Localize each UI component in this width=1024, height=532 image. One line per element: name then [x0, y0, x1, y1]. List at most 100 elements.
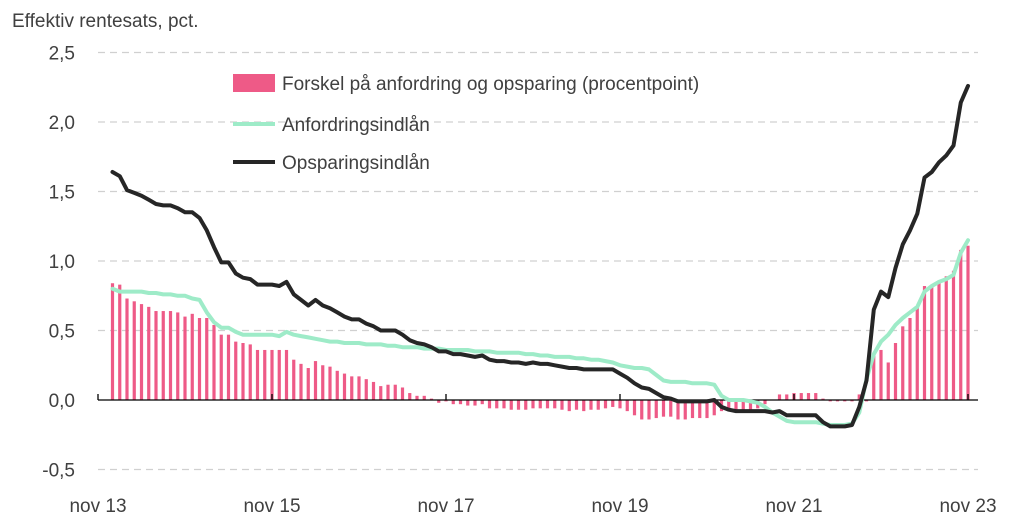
difference-bar [937, 280, 941, 400]
difference-bar [553, 400, 557, 409]
difference-bar [777, 394, 782, 400]
difference-bar [886, 362, 890, 400]
difference-bar [611, 400, 615, 407]
difference-bar [118, 284, 122, 400]
difference-bar [698, 400, 702, 419]
y-axis-tick-labels: -0,5 0,0 0,5 1,0 1,5 2,0 2,5 [42, 44, 75, 482]
difference-bar [908, 317, 912, 400]
x-tick-label: nov 13 [69, 496, 126, 517]
difference-bar [400, 387, 405, 400]
difference-bar [582, 400, 586, 412]
difference-bar [524, 400, 528, 410]
difference-bar [857, 394, 861, 400]
difference-bar [922, 286, 927, 400]
difference-bar [205, 317, 209, 400]
difference-bar [531, 400, 535, 409]
legend-label-anfordring: Anfordringsindlån [282, 115, 430, 136]
difference-bar [147, 306, 151, 400]
difference-bar [589, 400, 593, 410]
difference-bar [915, 306, 919, 400]
difference-bar [676, 400, 680, 420]
difference-bar [415, 395, 419, 400]
difference-bar [799, 393, 803, 400]
difference-bar [342, 373, 347, 400]
difference-bar [154, 311, 158, 400]
difference-bar [835, 400, 840, 402]
difference-bar [132, 301, 136, 400]
difference-bar [712, 400, 716, 416]
difference-bar [364, 379, 368, 400]
difference-bar [567, 400, 571, 412]
difference-bar [190, 313, 194, 400]
difference-bar [241, 343, 245, 400]
difference-bar [502, 400, 506, 409]
difference-bar [321, 365, 325, 400]
difference-bar [335, 370, 339, 400]
difference-bar [625, 400, 629, 412]
x-axis-ticks: nov 13 nov 15 nov 17 nov 19 nov 21 nov 23 [69, 394, 997, 517]
chart-title: Effektiv rentesats, pct. [12, 11, 199, 32]
difference-bar [357, 376, 361, 400]
difference-bar [139, 304, 144, 400]
difference-bar [509, 400, 513, 410]
difference-bar [727, 400, 731, 410]
difference-bar [234, 341, 238, 400]
difference-bar [350, 376, 354, 400]
difference-bar [647, 400, 651, 420]
difference-bar [422, 395, 426, 400]
difference-bar [864, 400, 869, 402]
legend: Forskel på anfordring og opsparing (proc… [233, 74, 699, 174]
difference-bar [843, 400, 847, 402]
difference-bar [574, 400, 579, 410]
difference-bar [748, 400, 753, 410]
x-tick-label: nov 21 [765, 496, 822, 517]
difference-bar [821, 398, 825, 400]
difference-bar [161, 311, 165, 400]
y-tick-label: 0,5 [49, 322, 75, 343]
difference-bar [379, 386, 383, 400]
difference-bar [690, 400, 695, 419]
legend-swatch-difference [233, 74, 275, 92]
difference-bar [734, 400, 738, 412]
difference-bar [632, 400, 637, 416]
difference-bar [741, 400, 745, 412]
anfordringsindlaan-line [110, 238, 970, 427]
y-tick-label: 2,0 [49, 113, 75, 134]
legend-label-difference: Forskel på anfordring og opsparing (proc… [282, 74, 699, 95]
difference-bar [785, 394, 789, 400]
difference-bar [176, 312, 180, 400]
difference-bar [437, 400, 441, 403]
difference-bar [640, 400, 644, 420]
difference-bar [306, 368, 310, 400]
difference-bar [328, 366, 332, 400]
difference-bar [944, 276, 948, 400]
difference-bar [125, 298, 129, 400]
difference-bar [451, 400, 455, 405]
x-tick-label: nov 15 [243, 496, 300, 517]
difference-bar [495, 400, 499, 409]
y-tick-label: 1,5 [49, 183, 75, 204]
y-tick-label: 1,0 [49, 252, 75, 273]
difference-bar [263, 349, 267, 400]
difference-bar [654, 400, 658, 419]
difference-bar [292, 359, 296, 400]
difference-bar [313, 361, 318, 400]
difference-bar [516, 400, 521, 410]
x-tick-label: nov 23 [939, 496, 996, 517]
difference-bar [393, 384, 397, 400]
difference-bar [168, 311, 173, 400]
difference-bar [480, 400, 484, 405]
difference-bar [538, 400, 542, 409]
difference-bar [466, 400, 470, 406]
gridlines [98, 51, 978, 471]
difference-bar [669, 400, 673, 417]
difference-bar [930, 286, 934, 400]
difference-bar [226, 334, 231, 400]
difference-bar [879, 349, 883, 400]
y-tick-label: 2,5 [49, 44, 75, 65]
x-tick-label: nov 17 [417, 496, 474, 517]
difference-bar [444, 400, 448, 402]
difference-bar [603, 400, 608, 409]
y-tick-label: 0,0 [49, 391, 75, 412]
